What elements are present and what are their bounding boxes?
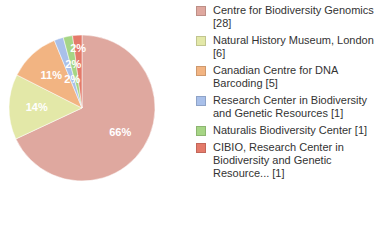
data-label: 14% [26,101,48,113]
pie-chart: 66%14%11%2%2%2% [0,0,190,240]
legend-item: Centre for Biodiversity Genomics [28] [196,4,376,30]
legend-item: Naturalis Biodiversity Center [1] [196,124,376,137]
legend-item: Research Center in Biodiversity and Gene… [196,94,376,120]
data-labels: 66%14%11%2%2%2% [26,42,132,138]
data-label: 2% [70,42,86,54]
legend-item: Natural History Museum, London [6] [196,34,376,60]
legend-swatch [196,66,206,76]
legend-item: CIBIO, Research Center in Biodiversity a… [196,141,376,180]
data-label: 66% [109,126,131,138]
data-label: 11% [41,69,63,81]
legend-swatch [196,36,206,46]
legend: Centre for Biodiversity Genomics [28] Nat… [196,4,376,184]
legend-label: Research Center in Biodiversity and Gene… [213,94,376,120]
legend-item: Canadian Centre for DNA Barcoding [5] [196,64,376,90]
slice [16,35,155,181]
legend-label: CIBIO, Research Center in Biodiversity a… [213,141,376,180]
data-label: 2% [65,58,81,70]
slices [9,35,155,181]
legend-swatch [196,126,206,136]
legend-swatch [196,6,206,16]
legend-label: Centre for Biodiversity Genomics [28] [213,4,376,30]
legend-swatch [196,143,206,153]
legend-label: Naturalis Biodiversity Center [1] [213,124,367,137]
legend-label: Canadian Centre for DNA Barcoding [5] [213,64,376,90]
data-label: 2% [64,73,80,85]
legend-swatch [196,96,206,106]
legend-label: Natural History Museum, London [6] [213,34,376,60]
